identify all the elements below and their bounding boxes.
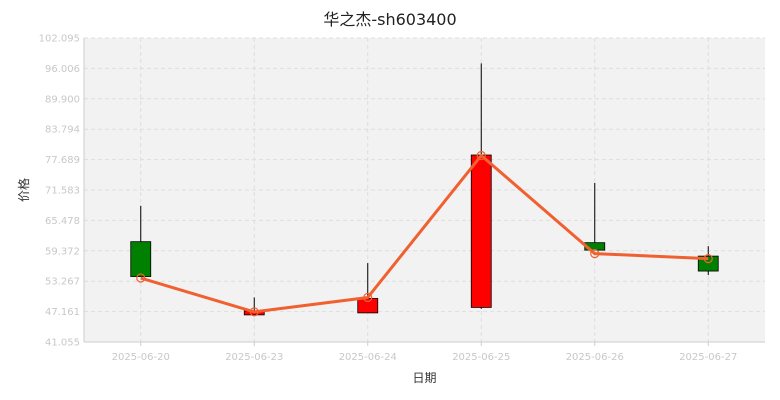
x-tick-label: 2025-06-20 [112,352,170,363]
line-point [476,150,486,161]
line-point [363,292,373,303]
line-point [703,254,713,264]
plot-area [84,38,765,342]
y-tick-label: 59.372 [45,246,80,257]
y-tick-label: 47.161 [45,307,80,318]
y-tick-label: 53.267 [45,277,80,288]
x-tick-label: 2025-06-25 [452,352,510,363]
chart-title: 华之杰-sh603400 [323,10,457,29]
x-tick-label: 2025-06-26 [566,352,624,363]
series-line [140,154,709,314]
y-tick-label: 71.583 [45,186,80,197]
y-axis-label: 价格 [16,178,31,202]
y-tick-label: 83.794 [45,125,80,136]
y-tick-label: 102.095 [39,34,80,45]
y-tick-label: 65.478 [45,216,80,227]
y-tick-label: 41.055 [45,338,80,349]
x-tick-label: 2025-06-24 [339,352,397,363]
candle-body [130,241,152,277]
y-tick-label: 89.900 [45,94,80,105]
line-point [136,273,146,283]
x-axis-label: 日期 [412,371,436,385]
x-tick-label: 2025-06-27 [679,352,737,363]
y-tick-label: 77.689 [45,155,80,166]
line-point [249,307,259,317]
candle-body [357,298,379,314]
candle-body [470,154,492,308]
line-point [590,249,600,259]
y-tick-label: 96.006 [45,64,80,75]
x-tick-label: 2025-06-23 [225,352,283,363]
